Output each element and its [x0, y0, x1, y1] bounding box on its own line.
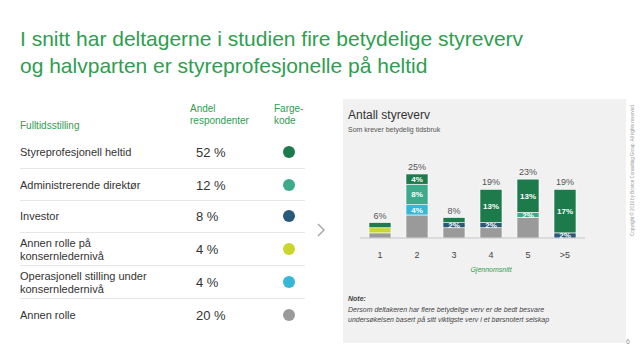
data-label: 4% — [411, 175, 423, 184]
total-label: 6% — [373, 211, 386, 221]
chart-panel — [343, 99, 626, 343]
data-label: 13% — [520, 192, 536, 201]
data-label: 4% — [411, 206, 423, 215]
bar-segment — [369, 223, 391, 228]
row-separator — [20, 200, 305, 201]
bar-segment — [406, 184, 428, 204]
data-label: 13% — [483, 202, 499, 211]
color-key — [283, 210, 295, 222]
data-label: 2% — [448, 221, 460, 230]
chevron — [318, 224, 324, 236]
table-cell: 12 % — [196, 178, 226, 193]
x-tick-label: 4 — [488, 250, 493, 260]
color-key — [283, 146, 295, 158]
data-label: 17% — [557, 207, 573, 216]
data-label: 2% — [485, 221, 497, 230]
bar-segment — [406, 205, 428, 215]
table-cell: 4 % — [196, 275, 219, 290]
table-header: Farge-kode — [274, 103, 303, 126]
total-label: 19% — [556, 177, 574, 187]
x-tick-label: >5 — [560, 250, 570, 260]
bar-segment — [406, 174, 428, 184]
table-header: Andelrespondenter — [190, 103, 250, 126]
table-cell: Styreprofesjonell heltid — [20, 146, 131, 158]
row-separator — [20, 265, 305, 266]
data-label: 8% — [411, 190, 423, 199]
x-tick-label: 1 — [377, 250, 382, 260]
chart-title: Antall styreverv — [348, 108, 430, 122]
note-label: Note: — [348, 295, 366, 302]
total-label: 19% — [482, 177, 500, 187]
table-cell: Annen rolle — [20, 309, 76, 321]
bar-segment — [554, 189, 576, 233]
table-header: Fulltidsstilling — [20, 120, 79, 131]
table-cell: Administrerende direktør — [20, 179, 141, 191]
copyright: Copyright © 2019 by Boston Consulting Gr… — [629, 104, 635, 236]
color-key — [283, 179, 295, 191]
table-cell: 4 % — [196, 242, 219, 257]
background — [0, 0, 640, 360]
bar-segment — [406, 215, 428, 238]
table-cell: 20 % — [196, 308, 226, 323]
table-cell: Operasjonell stilling underkonsernledern… — [20, 270, 147, 295]
bar-segment — [369, 228, 391, 233]
slide-title: og halvparten er styreprofesjonelle på h… — [20, 54, 427, 77]
total-label: 25% — [408, 162, 426, 172]
bar-segment — [517, 179, 539, 212]
table-cell: 52 % — [196, 145, 226, 160]
slide-title: I snitt har deltagerne i studien fire be… — [20, 27, 524, 50]
chart-subtitle: Som krever betydelig tidsbruk — [348, 126, 441, 134]
color-key — [283, 243, 295, 255]
total-label: 8% — [447, 206, 460, 216]
bars — [369, 174, 576, 238]
table-cell: Investor — [20, 210, 59, 222]
data-label: 2% — [522, 211, 534, 220]
baseline — [360, 238, 585, 239]
row-separator — [20, 298, 305, 299]
bar-segment — [480, 189, 502, 222]
color-key — [283, 309, 295, 321]
labels: 6% 1 4% 8% 4% 25% 2 2% 8% 3 2% 13% 19% 4 2% 13% 23% 5 2% 17… — [373, 162, 574, 274]
data-label: 2% — [559, 231, 571, 240]
color-key — [283, 276, 295, 288]
bar-segment — [517, 218, 539, 238]
table-cell: 8 % — [196, 209, 219, 224]
note-text: undersøkelsen basert på sitt viktigste v… — [348, 316, 549, 324]
bar-segment — [369, 233, 391, 238]
x-tick-label: 2 — [414, 250, 419, 260]
row-separator — [20, 168, 305, 169]
page-number: 6 — [626, 338, 630, 345]
slide: I snitt har deltagerne i studien fire be… — [0, 0, 640, 360]
total-label: 23% — [519, 167, 537, 177]
table-cell: Annen rolle påkonsernledernivå — [20, 237, 105, 262]
note-text: Dersom deltakeren har flere betydelige v… — [348, 306, 544, 314]
x-tick-label: 5 — [525, 250, 530, 260]
x-tick-label: 3 — [451, 250, 456, 260]
annotation: Gjennomsnitt — [470, 266, 512, 274]
row-separator — [20, 232, 305, 233]
